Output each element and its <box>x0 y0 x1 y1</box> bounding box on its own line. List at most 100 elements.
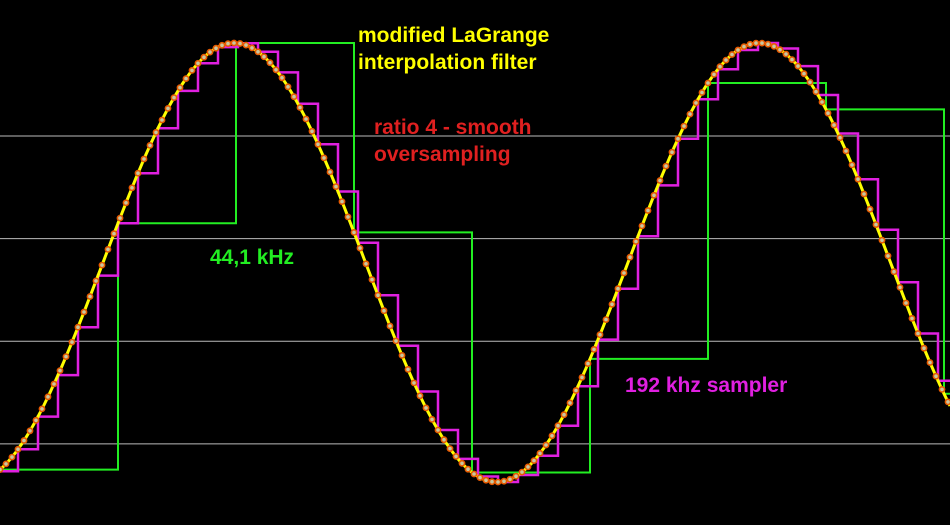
oversampled-point <box>458 459 466 467</box>
oversampled-point <box>626 253 634 261</box>
annotation-192k: 192 khz sampler <box>625 372 787 399</box>
oversampled-point <box>56 367 64 374</box>
oversampled-point <box>176 84 184 91</box>
annotation-44k: 44,1 kHz <box>210 244 294 271</box>
oversampled-point <box>212 44 220 52</box>
oversampled-point <box>104 245 112 253</box>
oversampled-point <box>590 345 598 353</box>
oversampled-point <box>128 184 136 192</box>
oversampled-point <box>782 50 790 58</box>
oversampled-point <box>8 453 16 461</box>
oversampled-point <box>278 74 286 82</box>
oversampled-point <box>158 116 166 124</box>
oversampled-point <box>146 141 154 149</box>
oversampled-point <box>758 39 766 47</box>
annotation-192k-line1: 192 khz sampler <box>625 374 788 397</box>
oversampled-point <box>632 238 640 245</box>
oversampled-point <box>236 40 244 47</box>
oversampled-point <box>44 393 52 401</box>
oversampled-point <box>272 66 280 74</box>
oversampled-point <box>368 276 376 283</box>
oversampled-point <box>50 380 58 388</box>
oversampled-point <box>878 236 886 244</box>
oversampled-point <box>602 316 610 323</box>
oversampled-point <box>572 387 580 394</box>
oversampled-point <box>812 88 820 96</box>
oversampled-point <box>386 322 394 330</box>
oversampled-point <box>248 44 256 52</box>
oversampled-point <box>314 140 322 148</box>
oversampled-point <box>428 415 436 423</box>
oversampled-point <box>422 404 430 412</box>
oversampled-point <box>716 63 724 71</box>
oversampled-point <box>488 478 496 486</box>
oversampled-point <box>206 48 214 56</box>
oversampled-point <box>188 67 196 74</box>
oversampled-point <box>446 445 454 452</box>
oversampled-point <box>668 148 676 156</box>
oversampled-point <box>200 53 208 61</box>
oversampled-point <box>362 260 370 268</box>
oversampled-point <box>398 351 406 359</box>
oversampled-point <box>110 230 118 238</box>
series-sampler-44k <box>0 42 950 474</box>
oversampled-point <box>140 155 148 163</box>
oversampled-point <box>752 39 760 47</box>
oversampled-point <box>416 392 424 400</box>
oversampled-point <box>608 300 616 308</box>
oversampled-point <box>686 110 694 118</box>
oversampled-point <box>848 161 856 169</box>
oversampled-point <box>230 39 238 47</box>
oversampled-point <box>350 228 358 236</box>
oversampled-point <box>290 93 298 101</box>
oversampled-point <box>98 261 106 269</box>
oversampled-point <box>680 122 688 130</box>
oversampled-point <box>170 94 178 101</box>
oversampled-point <box>152 128 160 136</box>
oversampled-point <box>464 465 472 473</box>
oversampled-point <box>644 207 652 214</box>
oversampled-point <box>584 360 592 367</box>
oversampled-point <box>698 89 706 96</box>
oversampled-point <box>836 134 844 142</box>
oversampled-point <box>524 463 532 471</box>
oversampled-point <box>494 478 502 486</box>
oversampled-point <box>542 441 550 449</box>
oversampled-point <box>872 221 880 228</box>
oversampled-point <box>134 169 142 177</box>
series-sine <box>0 41 950 484</box>
oversampled-point <box>746 40 754 48</box>
oversampled-point <box>866 205 874 213</box>
oversampled-point <box>2 460 10 468</box>
oversampled-point <box>662 162 670 170</box>
oversampled-point <box>62 353 70 360</box>
oversampled-point <box>122 199 130 207</box>
oversampled-point <box>770 43 778 50</box>
oversampled-point <box>656 177 664 184</box>
oversampled-point <box>596 331 604 339</box>
oversampled-point <box>320 154 328 162</box>
oversampled-point <box>86 293 94 300</box>
oversampled-point <box>614 285 622 293</box>
oversampled-point <box>674 135 682 143</box>
oversampled-point <box>902 299 910 307</box>
oversampled-point <box>260 53 268 61</box>
oversampled-point <box>740 43 748 50</box>
oversampled-point <box>92 277 100 285</box>
oversampled-point <box>842 147 850 155</box>
oversampled-point <box>938 385 946 393</box>
oversampled-point <box>182 75 190 82</box>
oversampled-point <box>308 127 316 135</box>
oversampled-point <box>722 56 730 64</box>
oversampled-point <box>80 308 88 316</box>
annotation-title-line2: interpolation filter <box>358 51 537 74</box>
oversampled-point <box>74 323 82 331</box>
oversampled-point <box>68 338 76 346</box>
series-layer <box>0 41 950 484</box>
oversampled-point <box>548 432 556 440</box>
oversampled-point <box>254 48 262 56</box>
annotation-ratio-line1: ratio 4 - smooth <box>374 116 532 139</box>
oversampled-point <box>794 62 802 70</box>
